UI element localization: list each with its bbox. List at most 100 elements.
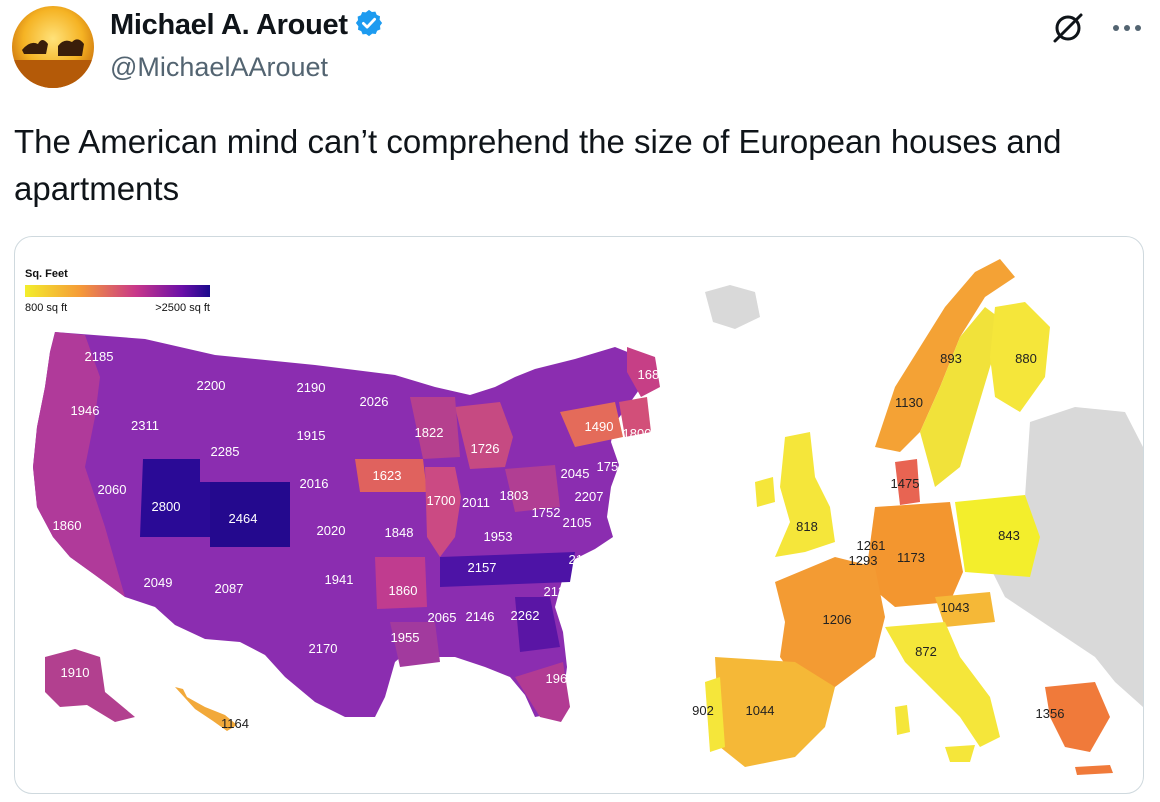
us-value-label: 1726: [471, 441, 500, 456]
us-value-label: 2800: [152, 499, 181, 514]
tweet-text: The American mind can’t comprehend the s…: [14, 123, 1062, 207]
europe-value-label: 1130: [895, 395, 923, 410]
us-value-label: 2200: [197, 378, 226, 393]
uk-shape: [775, 432, 835, 557]
iceland-shape: [705, 285, 760, 329]
europe-value-label: 872: [915, 644, 937, 659]
us-value-label: 2146: [466, 609, 495, 624]
us-value-label: 2065: [428, 610, 457, 625]
us-value-label: 1752: [532, 505, 561, 520]
us-iowa-shape: [355, 459, 427, 492]
sweden-shape: [920, 307, 1005, 487]
us-louisiana-shape: [390, 622, 440, 667]
author-display-name[interactable]: Michael A. Arouet: [110, 9, 348, 41]
europe-value-label: 880: [1015, 351, 1037, 366]
us-alaska-shape: [45, 649, 135, 722]
us-value-label: 2285: [211, 444, 240, 459]
us-michigan-shape: [455, 402, 513, 469]
greece-shape: [1045, 682, 1110, 752]
us-value-label: 1623: [373, 468, 402, 483]
us-value-label: 2464: [229, 511, 258, 526]
us-value-label: 2311: [131, 418, 159, 433]
us-value-label: 2185: [85, 349, 114, 364]
france-shape: [775, 557, 885, 692]
europe-gray-land: [990, 407, 1143, 707]
poland-shape: [955, 495, 1040, 577]
us-maine-shape: [627, 347, 660, 397]
us-value-label: 2011: [462, 495, 490, 510]
us-value-label: 2123: [544, 584, 573, 599]
us-value-label: 1953: [484, 529, 513, 544]
europe-value-label: 818: [796, 519, 818, 534]
us-ohio-shape: [505, 465, 560, 512]
europe-value-labels: 893 880 1130 1475 818 1261 1293 1173 843…: [692, 351, 1064, 721]
us-value-label: 2105: [563, 515, 592, 530]
europe-value-label: 1261: [857, 538, 886, 553]
us-utah-shape: [140, 459, 210, 537]
europe-value-label: 1173: [897, 550, 925, 565]
legend-min-label: 800 sq ft: [25, 302, 67, 314]
us-value-label: 2170: [309, 641, 338, 656]
us-value-label: 1490: [585, 419, 614, 434]
us-value-label: 2152: [569, 552, 598, 567]
spain-shape: [715, 657, 835, 767]
us-value-label: 2016: [300, 476, 329, 491]
europe-value-label: 1293: [849, 553, 878, 568]
tweet-media-map[interactable]: Sq. Feet 800 sq ft >2500 sq ft: [14, 236, 1144, 794]
europe-value-label: 1206: [823, 612, 852, 627]
us-value-label: 1700: [427, 493, 456, 508]
italy-shape: [885, 622, 1000, 747]
legend-gradient-bar: [25, 285, 210, 297]
us-value-label: 1946: [71, 403, 100, 418]
sicily-shape: [945, 745, 975, 762]
us-value-label: 1915: [297, 428, 326, 443]
us-value-label: 1910: [61, 665, 90, 680]
us-georgia-shape: [515, 597, 560, 652]
us-value-label: 1955: [391, 630, 420, 645]
us-value-label: 1800: [623, 426, 652, 441]
us-tennessee-shape: [440, 552, 575, 587]
us-value-label: 1960: [546, 671, 575, 686]
us-value-label: 2049: [144, 575, 173, 590]
europe-value-label: 1043: [941, 600, 970, 615]
europe-value-label: 1044: [746, 703, 775, 718]
tweet-actions: [1050, 10, 1142, 46]
us-value-label: 1822: [415, 425, 444, 440]
us-new-england-shape: [619, 397, 651, 437]
germany-shape: [865, 502, 963, 607]
us-arkansas-shape: [375, 557, 427, 609]
us-value-label: 1860: [389, 583, 418, 598]
us-value-label: 1848: [385, 525, 414, 540]
norway-shape: [875, 259, 1015, 452]
europe-value-label: 1475: [891, 476, 920, 491]
more-horizontal-icon[interactable]: [1112, 23, 1142, 33]
us-wisconsin-shape: [410, 397, 460, 459]
europe-value-label: 843: [998, 528, 1020, 543]
us-value-label: 2020: [317, 523, 346, 538]
crete-shape: [1075, 765, 1113, 775]
us-value-label: 1941: [325, 572, 354, 587]
denmark-shape: [895, 459, 920, 505]
europe-value-label: 902: [692, 703, 714, 718]
avatar[interactable]: [12, 6, 94, 88]
author-name-row: Michael A. Arouet: [110, 8, 384, 43]
author-handle[interactable]: @MichaelAArouet: [110, 52, 329, 82]
us-florida-shape: [515, 662, 570, 722]
sardinia-shape: [895, 705, 910, 735]
austria-shape: [935, 592, 995, 627]
europe-value-label: 893: [940, 351, 962, 366]
verified-badge-icon: [354, 8, 384, 43]
finland-shape: [990, 302, 1050, 412]
us-value-label: 1803: [500, 488, 529, 503]
us-value-label: 2087: [215, 581, 244, 596]
legend-max-label: >2500 sq ft: [155, 302, 210, 314]
us-value-label: 2262: [511, 608, 540, 623]
ireland-shape: [755, 477, 775, 507]
grok-slash-icon[interactable]: [1050, 10, 1086, 46]
legend-title: Sq. Feet: [25, 268, 68, 280]
us-value-label: 2207: [575, 489, 604, 504]
us-hawaii-shape: [175, 687, 237, 731]
us-value-label: 2045: [561, 466, 590, 481]
us-west-coast-shape: [33, 332, 125, 597]
us-value-label: 1680: [638, 367, 667, 382]
